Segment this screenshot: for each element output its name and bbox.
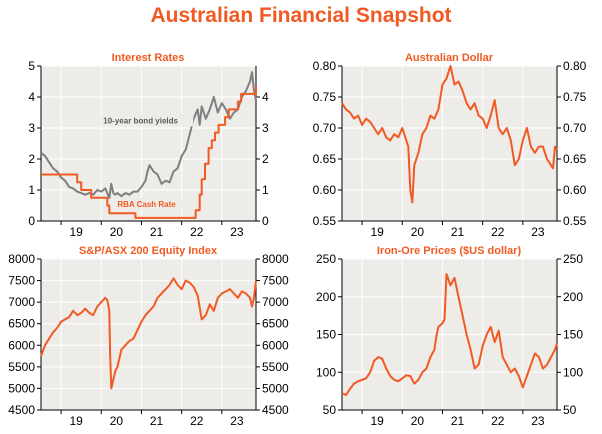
y-tick-label-right: 2 xyxy=(262,152,269,166)
y-tick-label-right: 0.80 xyxy=(563,59,587,73)
y-tick-label: 200 xyxy=(316,290,336,304)
series-line-s-p-asx-200 xyxy=(40,277,257,390)
y-tick-label-right: 6000 xyxy=(262,338,289,352)
x-tick-label: 20 xyxy=(110,414,124,428)
y-tick-label-right: 0.55 xyxy=(563,214,587,228)
annotation-label: RBA Cash Rate xyxy=(117,200,176,209)
plot-area xyxy=(342,66,557,221)
chart-title: Australian Dollar xyxy=(405,52,494,64)
annotation-label: 10-year bond yields xyxy=(103,116,178,125)
x-tick-label: 19 xyxy=(70,225,84,239)
y-tick-label-right: 0.60 xyxy=(563,183,587,197)
y-tick-label: 100 xyxy=(316,365,336,379)
y-tick-label: 0.60 xyxy=(313,183,337,197)
annotation-bg xyxy=(115,198,188,211)
y-tick-label-right: 6500 xyxy=(262,317,289,331)
chart-iron-ore: Iron-Ore Prices ($US dollar) 50 100 150 200 2… xyxy=(316,245,583,428)
y-tick-label-right: 5000 xyxy=(262,381,289,395)
y-tick-label-right: 4500 xyxy=(262,403,289,417)
y-tick-label: 4500 xyxy=(8,403,35,417)
y-tick-label-right: 0.75 xyxy=(563,90,587,104)
x-tick-label: 21 xyxy=(150,414,164,428)
x-tick-label: 20 xyxy=(110,225,124,239)
y-tick-label: 6500 xyxy=(8,317,35,331)
y-tick-label-right: 200 xyxy=(563,290,583,304)
y-tick-label-right: 8000 xyxy=(262,252,289,266)
x-tick-label: 23 xyxy=(230,414,244,428)
y-tick-label: 6000 xyxy=(8,338,35,352)
y-tick-label-right: 3 xyxy=(262,121,269,135)
y-tick-label-right: 1 xyxy=(262,183,269,197)
y-tick-label-right: 250 xyxy=(563,252,583,266)
y-tick-label-right: 50 xyxy=(563,403,577,417)
y-tick-label-right: 4 xyxy=(262,90,269,104)
x-tick-label: 21 xyxy=(150,225,164,239)
x-tick-label: 19 xyxy=(70,414,84,428)
x-tick-label: 22 xyxy=(491,225,505,239)
page-title: Australian Financial Snapshot xyxy=(150,4,452,27)
y-tick-label: 5000 xyxy=(8,381,35,395)
series-line-aud-usd xyxy=(341,65,558,204)
x-tick-label: 19 xyxy=(371,225,385,239)
y-tick-label: 7500 xyxy=(8,274,35,288)
y-tick-label: 8000 xyxy=(8,252,35,266)
y-tick-label-right: 7500 xyxy=(262,274,289,288)
y-tick-label: 0.75 xyxy=(313,90,337,104)
x-tick-label: 23 xyxy=(230,225,244,239)
y-tick-label: 4 xyxy=(28,90,35,104)
y-tick-label: 0.70 xyxy=(313,121,337,135)
y-tick-label: 0.80 xyxy=(313,59,337,73)
x-tick-label: 20 xyxy=(411,414,425,428)
y-tick-label: 50 xyxy=(323,403,337,417)
y-tick-label-right: 7000 xyxy=(262,295,289,309)
chart-title: Interest Rates xyxy=(112,52,185,64)
y-tick-label: 5 xyxy=(28,59,35,73)
x-tick-label: 23 xyxy=(531,225,545,239)
x-tick-label: 21 xyxy=(451,414,465,428)
y-tick-label-right: 150 xyxy=(563,328,583,342)
y-tick-label: 2 xyxy=(28,152,35,166)
series-line-rba-cash-rate xyxy=(41,86,257,219)
y-tick-label-right: 0 xyxy=(262,214,269,228)
plot-area xyxy=(41,66,256,221)
x-tick-label: 19 xyxy=(371,414,385,428)
series-line-iron-ore xyxy=(341,273,558,396)
x-tick-label: 21 xyxy=(451,225,465,239)
chart-equity-index: S&P/ASX 200 Equity Index 4500 5000 5500 6000… xyxy=(8,245,289,428)
series-line-10-year-bond-yields xyxy=(40,71,257,199)
y-tick-label: 0.55 xyxy=(313,214,337,228)
plot-area xyxy=(41,259,256,410)
y-tick-label: 150 xyxy=(316,328,336,342)
y-tick-label: 0.65 xyxy=(313,152,337,166)
x-tick-label: 22 xyxy=(190,225,204,239)
chart-title: S&P/ASX 200 Equity Index xyxy=(79,245,218,257)
chart-title: Iron-Ore Prices ($US dollar) xyxy=(377,245,522,257)
y-tick-label: 250 xyxy=(316,252,336,266)
y-tick-label: 5500 xyxy=(8,360,35,374)
y-tick-label: 7000 xyxy=(8,295,35,309)
annotation-bg xyxy=(101,114,194,127)
x-tick-label: 20 xyxy=(411,225,425,239)
y-tick-label-right: 5500 xyxy=(262,360,289,374)
x-tick-label: 23 xyxy=(531,414,545,428)
y-tick-label-right: 100 xyxy=(563,365,583,379)
x-tick-label: 22 xyxy=(491,414,505,428)
y-tick-label-right: 0.65 xyxy=(563,152,587,166)
y-tick-label-right: 0.70 xyxy=(563,121,587,135)
x-tick-label: 22 xyxy=(190,414,204,428)
chart-australian-dollar: Australian Dollar 0.55 0.60 0.65 0.70 0.75 0.8… xyxy=(313,52,587,239)
y-tick-label: 3 xyxy=(28,121,35,135)
y-tick-label: 1 xyxy=(28,183,35,197)
y-tick-label: 0 xyxy=(28,214,35,228)
